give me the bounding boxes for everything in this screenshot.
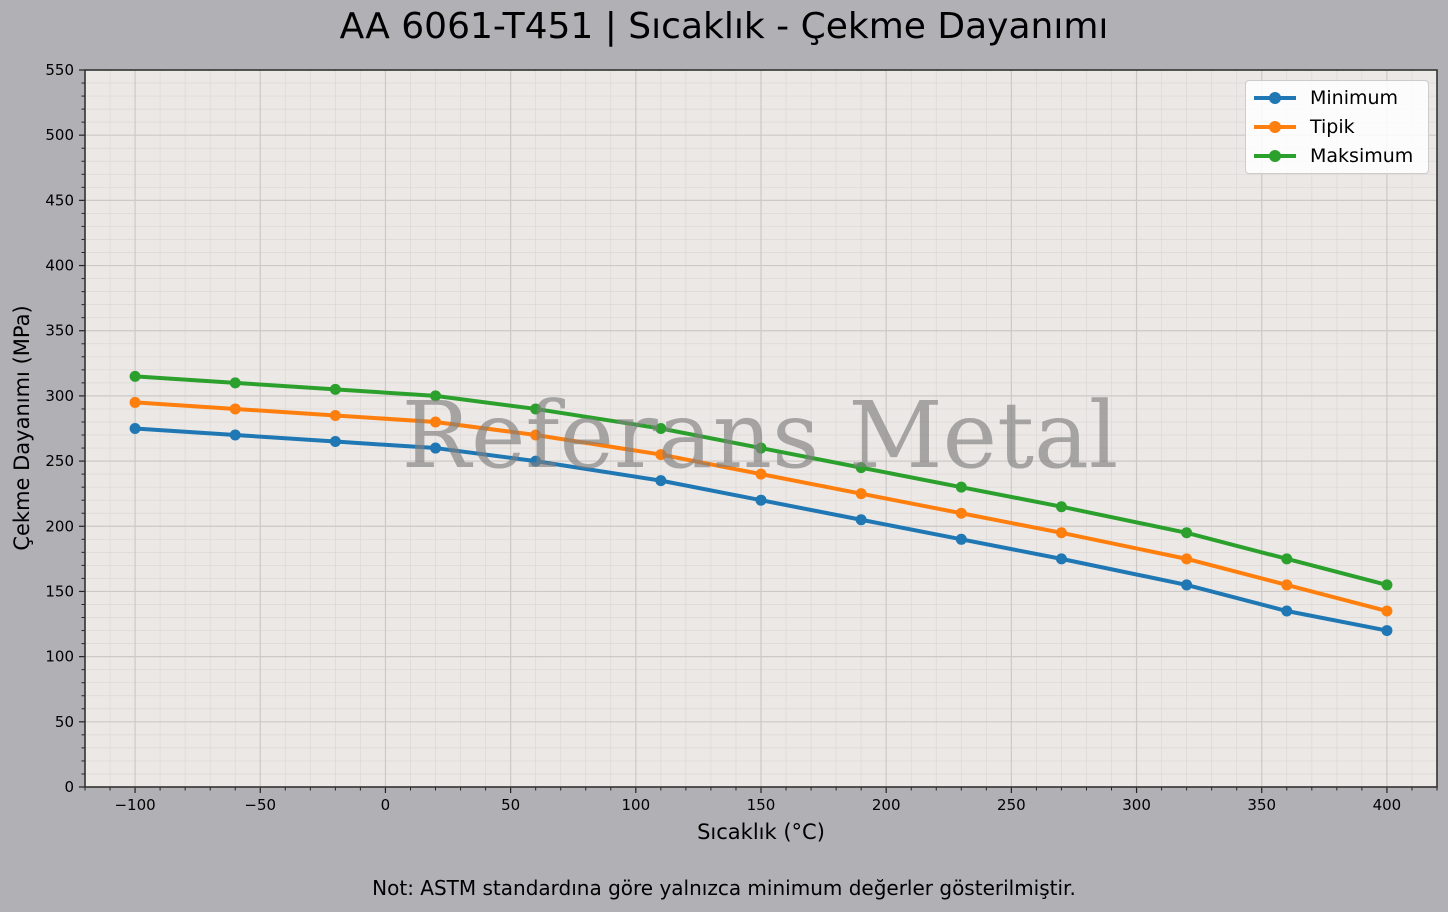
data-point-tipik: [129, 396, 141, 408]
data-point-tipik: [1281, 579, 1293, 591]
data-point-tipik: [1055, 527, 1067, 539]
legend-item-tipik: Tipik: [1254, 113, 1355, 141]
chart-title: AA 6061-T451 | Sıcaklık - Çekme Dayanımı: [339, 6, 1109, 47]
y-tick-label: 100: [45, 648, 74, 666]
data-point-minimum: [229, 429, 241, 441]
data-point-maksimum: [229, 377, 241, 389]
y-tick-label: 200: [45, 517, 74, 535]
data-point-tipik: [855, 488, 867, 500]
data-point-tipik: [1381, 605, 1393, 617]
data-point-maksimum: [530, 403, 542, 415]
data-point-tipik: [229, 403, 241, 415]
data-point-maksimum: [129, 370, 141, 382]
legend: Minimum Tipik Maksimum: [1245, 80, 1429, 174]
data-point-maksimum: [955, 481, 967, 493]
legend-marker: [1254, 121, 1296, 133]
data-point-maksimum: [430, 390, 442, 402]
y-tick-label: 50: [55, 713, 74, 731]
data-point-minimum: [755, 494, 767, 506]
data-point-maksimum: [855, 462, 867, 474]
data-point-minimum: [530, 455, 542, 467]
data-point-minimum: [329, 436, 341, 448]
y-tick-label: 400: [45, 257, 74, 275]
legend-label: Tipik: [1310, 116, 1355, 138]
x-tick-label: 400: [1373, 796, 1402, 814]
x-tick-label: 200: [872, 796, 901, 814]
legend-marker: [1254, 92, 1296, 104]
data-point-tipik: [430, 416, 442, 428]
legend-item-minimum: Minimum: [1254, 84, 1398, 112]
x-tick-label: 100: [621, 796, 650, 814]
legend-marker: [1254, 150, 1296, 162]
data-point-maksimum: [1181, 527, 1193, 539]
data-point-minimum: [430, 442, 442, 454]
x-tick-label: 350: [1247, 796, 1276, 814]
data-point-maksimum: [1281, 553, 1293, 565]
x-tick-label: −50: [244, 796, 276, 814]
y-tick-label: 0: [64, 778, 74, 796]
y-tick-label: 550: [45, 61, 74, 79]
data-point-minimum: [1181, 579, 1193, 591]
y-tick-label: 250: [45, 452, 74, 470]
x-tick-label: 50: [501, 796, 520, 814]
x-axis-label: Sıcaklık (°C): [697, 820, 825, 844]
data-point-minimum: [1281, 605, 1293, 617]
x-tick-label: −100: [114, 796, 155, 814]
data-point-minimum: [1381, 625, 1393, 637]
data-point-minimum: [129, 423, 141, 434]
legend-label: Minimum: [1310, 87, 1399, 109]
x-tick-label: 150: [747, 796, 776, 814]
data-point-minimum: [955, 533, 967, 545]
data-point-tipik: [1181, 553, 1193, 565]
x-tick-label: 300: [1122, 796, 1151, 814]
data-point-tipik: [955, 507, 967, 519]
plot-frame: [84, 69, 1438, 788]
data-point-maksimum: [1055, 501, 1067, 513]
data-point-tipik: [530, 429, 542, 441]
y-tick-label: 450: [45, 191, 74, 209]
data-point-maksimum: [655, 423, 667, 434]
y-tick-label: 500: [45, 126, 74, 144]
data-point-minimum: [1055, 553, 1067, 565]
data-point-tipik: [329, 409, 341, 421]
data-point-tipik: [655, 449, 667, 461]
y-axis-label: Çekme Dayanımı (MPa): [10, 305, 34, 551]
data-point-minimum: [655, 475, 667, 487]
footnote: Not: ASTM standardına göre yalnızca mini…: [372, 876, 1076, 900]
data-point-maksimum: [755, 442, 767, 454]
data-point-tipik: [755, 468, 767, 480]
legend-item-maksimum: Maksimum: [1254, 142, 1413, 170]
data-point-maksimum: [1381, 579, 1393, 591]
data-point-maksimum: [329, 383, 341, 395]
x-tick-label: 0: [381, 796, 391, 814]
watermark: Referans Metal: [402, 382, 1119, 489]
y-tick-label: 150: [45, 582, 74, 600]
y-tick-label: 300: [45, 387, 74, 405]
y-tick-label: 350: [45, 322, 74, 340]
x-tick-label: 250: [997, 796, 1026, 814]
data-point-minimum: [855, 514, 867, 526]
legend-label: Maksimum: [1310, 145, 1414, 167]
